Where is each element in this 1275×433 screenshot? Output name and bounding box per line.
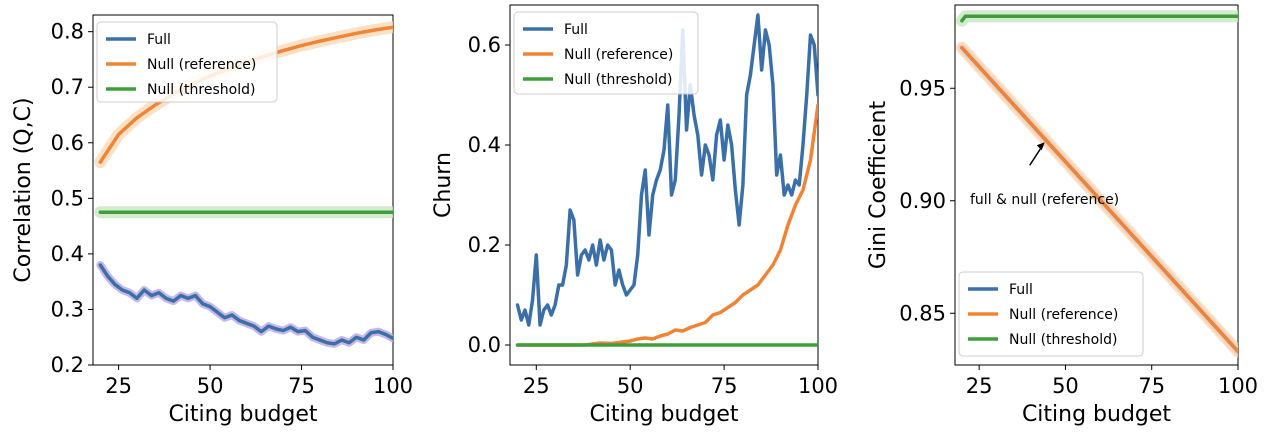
x-tick-label: 100	[373, 374, 413, 398]
legend-label-null-reference: Null (reference)	[564, 47, 673, 63]
x-tick-label: 25	[105, 374, 132, 398]
x-axis-label: Citing budget	[589, 402, 738, 427]
legend-label-null-reference: Null (reference)	[1009, 307, 1118, 323]
y-tick-label: 0.85	[899, 301, 946, 325]
y-tick-label: 0.8	[51, 20, 84, 44]
y-tick-label: 0.95	[899, 76, 946, 100]
legend-box	[96, 21, 278, 103]
y-tick-label: 0.4	[468, 133, 501, 157]
null-reference-line	[515, 103, 818, 347]
y-tick-label: 0.4	[51, 242, 84, 266]
y-tick-label: 0.3	[51, 297, 84, 321]
null-threshold-line	[960, 14, 1238, 23]
legend-label-null-reference: Null (reference)	[147, 57, 256, 73]
x-tick-label: 75	[711, 374, 738, 398]
legend-label-full: Full	[147, 32, 171, 48]
y-axis-label: Correlation (Q,C)	[11, 97, 36, 282]
x-tick-label: 50	[197, 374, 224, 398]
full-line	[515, 13, 818, 327]
x-tick-label: 75	[1138, 374, 1165, 398]
annotation-arrowhead	[1036, 142, 1045, 151]
y-tick-label: 0.5	[51, 186, 84, 210]
x-axis-label: Citing budget	[1022, 402, 1171, 427]
full-band	[96, 261, 393, 348]
legend-label-null-threshold: Null (threshold)	[1009, 332, 1117, 348]
plot-area	[955, 10, 1238, 358]
legend: Full Null (reference) Null (threshold)	[513, 11, 699, 95]
legend-label-full: Full	[564, 22, 588, 38]
x-tick-label: 100	[798, 374, 838, 398]
y-tick-label: 0.2	[51, 353, 84, 377]
annotation-text: full & null (reference)	[970, 192, 1119, 208]
y-axis-label: Gini Coefficient	[866, 101, 891, 270]
y-tick-label: 0.7	[51, 75, 84, 99]
x-tick-label: 50	[1052, 374, 1079, 398]
legend-box	[958, 271, 1144, 357]
x-tick-label: 25	[523, 374, 550, 398]
full-line	[98, 263, 393, 346]
legend: Full Null (reference) Null (threshold)	[958, 271, 1144, 357]
legend-label-null-threshold: Null (threshold)	[147, 82, 255, 98]
y-tick-label: 0.90	[899, 189, 946, 213]
x-tick-label: 100	[1218, 374, 1258, 398]
x-tick-label: 75	[288, 374, 315, 398]
y-axis-label: Churn	[431, 152, 456, 218]
y-tick-label: 0.2	[468, 233, 501, 257]
x-tick-label: 50	[617, 374, 644, 398]
plot-frame	[92, 14, 394, 366]
y-tick-label: 0.0	[468, 333, 501, 357]
legend-box	[513, 11, 699, 95]
plot-frame	[509, 4, 819, 366]
x-tick-label: 25	[966, 374, 993, 398]
legend-label-full: Full	[1009, 282, 1033, 298]
plot-area	[515, 13, 818, 347]
chart-panel-2: 25 50 75 100 0.0 0.2 0.4 0.6 Citing budget Churn F…	[431, 4, 838, 427]
null-reference-line	[960, 46, 1238, 354]
plot-frame	[954, 4, 1239, 366]
chart-panel-1: 25 50 75 100 0.2 0.3 0.4 0.5 0.6 0.7 0.8 Citing bud…	[11, 14, 413, 427]
x-axis-label: Citing budget	[168, 402, 317, 427]
legend-label-null-threshold: Null (threshold)	[564, 72, 672, 88]
y-tick-label: 0.6	[51, 131, 84, 155]
legend: Full Null (reference) Null (threshold)	[96, 21, 278, 103]
y-tick-label: 0.6	[468, 33, 501, 57]
chart-panel-3: 25 50 75 100 0.85 0.90 0.95 Citing budget Gini C…	[866, 4, 1258, 427]
